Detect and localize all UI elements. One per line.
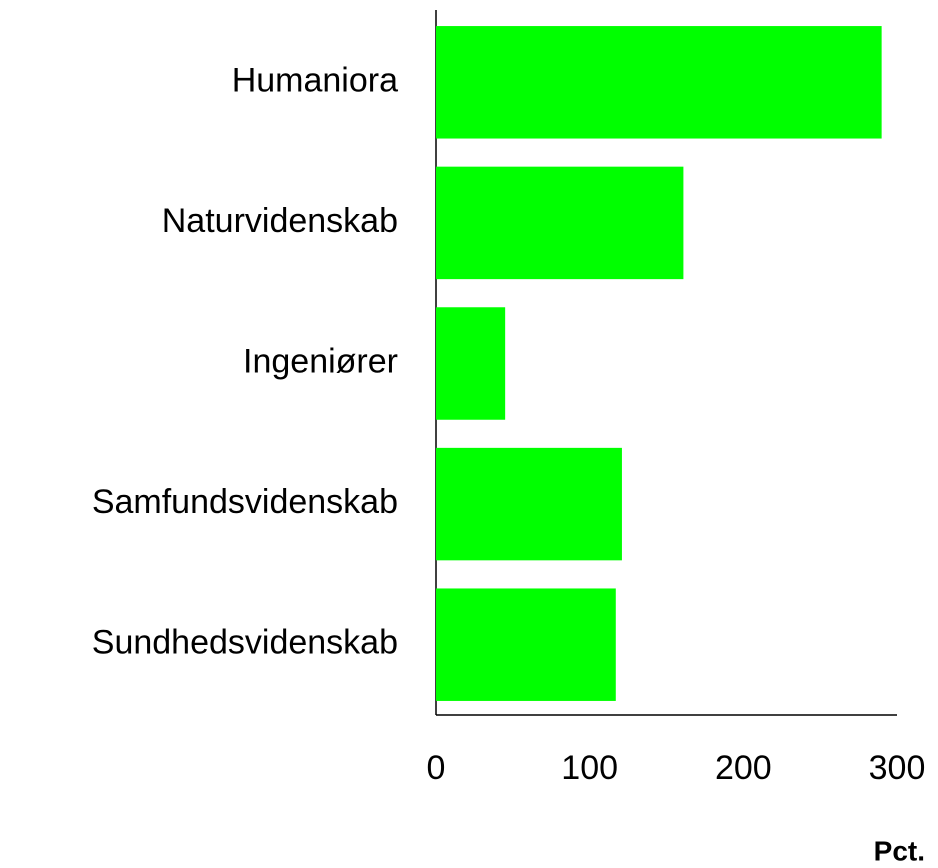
bar	[436, 166, 684, 280]
bar	[436, 26, 882, 139]
y-tick-label: Humaniora	[232, 61, 398, 99]
x-axis-label: Pct.	[874, 835, 925, 866]
y-tick-label: Ingeniører	[243, 342, 398, 380]
bar	[436, 588, 616, 701]
x-tick-label: 300	[869, 749, 926, 787]
x-tick-label: 0	[427, 749, 446, 787]
x-tick-label: 200	[715, 749, 772, 787]
bar	[436, 447, 622, 561]
bar	[436, 307, 506, 420]
x-tick-label: 100	[561, 749, 618, 787]
y-tick-label: Naturvidenskab	[162, 202, 398, 240]
y-tick-label: Sundhedsvidenskab	[92, 624, 398, 662]
y-tick-label: Samfundsvidenskab	[92, 483, 398, 521]
